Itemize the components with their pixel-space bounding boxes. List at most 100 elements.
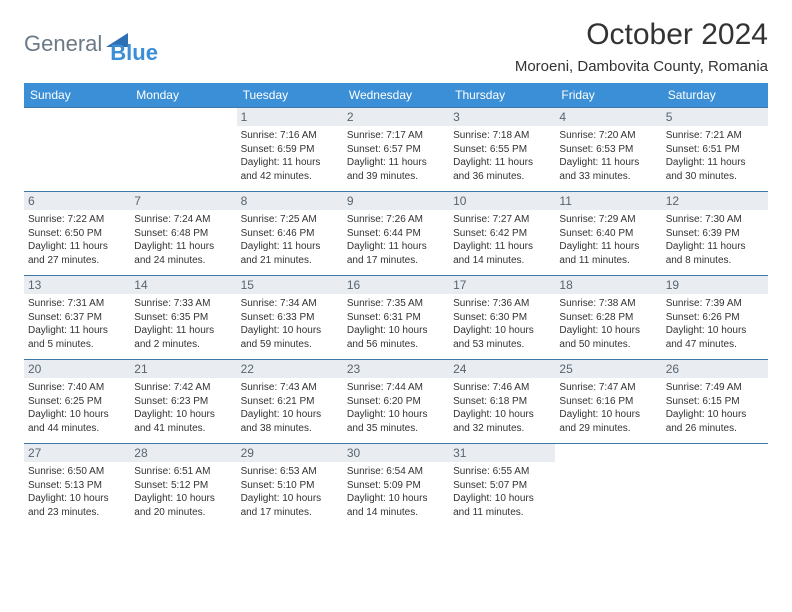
day-line-d2: and 11 minutes. [453,506,551,520]
day-line-d1: Daylight: 10 hours [666,324,764,338]
day-number: 21 [130,360,236,378]
day-line-ss: Sunset: 6:50 PM [28,227,126,241]
day-line-ss: Sunset: 5:13 PM [28,479,126,493]
day-line-ss: Sunset: 6:40 PM [559,227,657,241]
day-details: Sunrise: 7:43 AMSunset: 6:21 PMDaylight:… [241,381,339,435]
day-number: 22 [237,360,343,378]
calendar-week-row: 20 Sunrise: 7:40 AMSunset: 6:25 PMDayligh… [24,360,768,444]
day-number: 1 [237,108,343,126]
day-line-ss: Sunset: 6:35 PM [134,311,232,325]
day-line-sr: Sunrise: 7:21 AM [666,129,764,143]
day-line-ss: Sunset: 6:57 PM [347,143,445,157]
day-line-sr: Sunrise: 7:34 AM [241,297,339,311]
day-number: 6 [24,192,130,210]
day-line-ss: Sunset: 6:20 PM [347,395,445,409]
day-line-sr: Sunrise: 7:49 AM [666,381,764,395]
day-line-d1: Daylight: 11 hours [28,324,126,338]
day-line-sr: Sunrise: 7:22 AM [28,213,126,227]
day-line-d2: and 24 minutes. [134,254,232,268]
day-number: 24 [449,360,555,378]
day-line-d2: and 36 minutes. [453,170,551,184]
calendar-day-cell: 4 Sunrise: 7:20 AMSunset: 6:53 PMDaylight… [555,108,661,192]
day-number: 10 [449,192,555,210]
day-line-ss: Sunset: 6:31 PM [347,311,445,325]
day-number: 4 [555,108,661,126]
calendar-day-cell: 21Sunrise: 7:42 AMSunset: 6:23 PMDayligh… [130,360,236,444]
day-line-ss: Sunset: 6:44 PM [347,227,445,241]
day-line-ss: Sunset: 6:46 PM [241,227,339,241]
day-line-d2: and 11 minutes. [559,254,657,268]
day-line-d2: and 27 minutes. [28,254,126,268]
day-line-d1: Daylight: 11 hours [559,156,657,170]
day-line-d1: Daylight: 10 hours [241,492,339,506]
day-line-sr: Sunrise: 7:24 AM [134,213,232,227]
day-number: 7 [130,192,236,210]
day-details: Sunrise: 7:46 AMSunset: 6:18 PMDaylight:… [453,381,551,435]
calendar-day-cell: 19Sunrise: 7:39 AMSunset: 6:26 PMDayligh… [662,276,768,360]
day-line-d2: and 23 minutes. [28,506,126,520]
day-line-ss: Sunset: 6:15 PM [666,395,764,409]
calendar-day-cell: 5Sunrise: 7:21 AMSunset: 6:51 PMDaylight… [662,108,768,192]
day-line-ss: Sunset: 6:53 PM [559,143,657,157]
day-line-d1: Daylight: 11 hours [666,156,764,170]
day-number: 3 [449,108,555,126]
day-line-sr: Sunrise: 7:33 AM [134,297,232,311]
day-line-d2: and 50 minutes. [559,338,657,352]
day-line-ss: Sunset: 6:28 PM [559,311,657,325]
day-details: Sunrise: 7:44 AMSunset: 6:20 PMDaylight:… [347,381,445,435]
day-line-sr: Sunrise: 7:17 AM [347,129,445,143]
calendar-day-cell: 27Sunrise: 6:50 AMSunset: 5:13 PMDayligh… [24,444,130,528]
day-number: 29 [237,444,343,462]
calendar-day-cell: 6Sunrise: 7:22 AMSunset: 6:50 PMDaylight… [24,192,130,276]
day-number: 15 [237,276,343,294]
day-line-d1: Daylight: 11 hours [347,156,445,170]
day-details: Sunrise: 7:29 AMSunset: 6:40 PMDaylight:… [559,213,657,267]
day-line-d1: Daylight: 11 hours [241,240,339,254]
day-line-d1: Daylight: 10 hours [134,492,232,506]
calendar-day-cell: 10Sunrise: 7:27 AMSunset: 6:42 PMDayligh… [449,192,555,276]
day-line-sr: Sunrise: 6:50 AM [28,465,126,479]
calendar-week-row: 13Sunrise: 7:31 AMSunset: 6:37 PMDayligh… [24,276,768,360]
day-number: 26 [662,360,768,378]
calendar-day-cell: 9Sunrise: 7:26 AMSunset: 6:44 PMDaylight… [343,192,449,276]
day-details: Sunrise: 7:40 AMSunset: 6:25 PMDaylight:… [28,381,126,435]
day-line-sr: Sunrise: 7:31 AM [28,297,126,311]
day-line-d1: Daylight: 10 hours [347,324,445,338]
day-line-ss: Sunset: 6:30 PM [453,311,551,325]
day-details: Sunrise: 7:34 AMSunset: 6:33 PMDaylight:… [241,297,339,351]
day-number: 19 [662,276,768,294]
day-number: 30 [343,444,449,462]
day-details: Sunrise: 7:25 AMSunset: 6:46 PMDaylight:… [241,213,339,267]
day-line-d2: and 39 minutes. [347,170,445,184]
day-line-d1: Daylight: 11 hours [453,156,551,170]
calendar-day-cell [24,108,130,192]
day-number: 28 [130,444,236,462]
day-line-sr: Sunrise: 7:25 AM [241,213,339,227]
day-line-ss: Sunset: 6:33 PM [241,311,339,325]
day-details: Sunrise: 6:53 AMSunset: 5:10 PMDaylight:… [241,465,339,519]
day-line-d2: and 29 minutes. [559,422,657,436]
day-line-d1: Daylight: 10 hours [28,492,126,506]
day-details: Sunrise: 7:36 AMSunset: 6:30 PMDaylight:… [453,297,551,351]
day-line-d1: Daylight: 11 hours [134,240,232,254]
brand-logo: General Blue [24,18,158,66]
day-details: Sunrise: 7:49 AMSunset: 6:15 PMDaylight:… [666,381,764,435]
day-line-d2: and 35 minutes. [347,422,445,436]
day-line-sr: Sunrise: 7:30 AM [666,213,764,227]
calendar-day-cell [555,444,661,528]
day-line-d2: and 2 minutes. [134,338,232,352]
day-number: 20 [24,360,130,378]
day-line-d1: Daylight: 10 hours [559,324,657,338]
day-line-d2: and 32 minutes. [453,422,551,436]
calendar-day-cell: 17Sunrise: 7:36 AMSunset: 6:30 PMDayligh… [449,276,555,360]
day-line-d2: and 56 minutes. [347,338,445,352]
day-details: Sunrise: 7:20 AMSunset: 6:53 PMDaylight:… [559,129,657,183]
day-line-sr: Sunrise: 7:16 AM [241,129,339,143]
day-line-d1: Daylight: 11 hours [241,156,339,170]
day-line-d1: Daylight: 11 hours [453,240,551,254]
calendar-day-cell [130,108,236,192]
day-line-ss: Sunset: 5:12 PM [134,479,232,493]
day-line-d1: Daylight: 10 hours [453,408,551,422]
day-line-ss: Sunset: 6:51 PM [666,143,764,157]
day-number: 14 [130,276,236,294]
